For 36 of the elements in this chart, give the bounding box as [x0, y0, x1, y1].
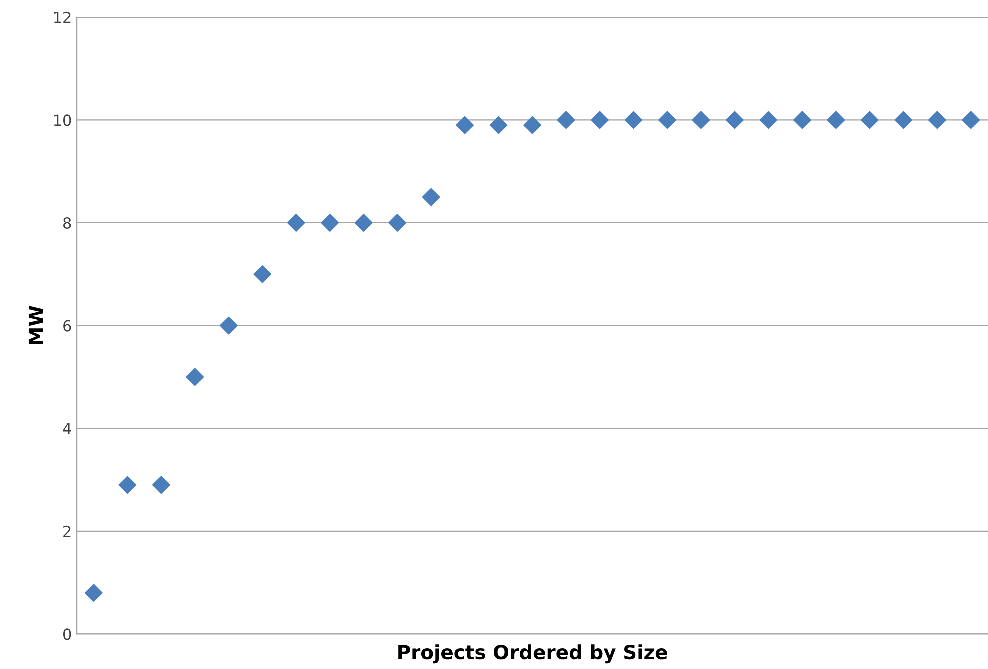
point	[760, 111, 778, 130]
point	[624, 111, 643, 130]
point	[524, 116, 542, 134]
y-tick-label: 0	[63, 628, 72, 640]
y-tick-label: 12	[54, 12, 71, 24]
point	[726, 111, 744, 130]
point	[928, 111, 946, 130]
y-tick-label: 4	[63, 423, 72, 434]
point	[321, 214, 340, 232]
point	[794, 111, 812, 130]
point	[354, 214, 373, 232]
point	[591, 111, 609, 130]
point	[388, 214, 406, 232]
point	[861, 111, 879, 130]
point	[422, 188, 440, 206]
point	[658, 111, 676, 130]
x-axis-title: Projects Ordered by Size	[398, 644, 668, 664]
point	[490, 116, 508, 134]
y-tick-label: 2	[64, 526, 71, 538]
point	[85, 584, 103, 602]
point	[456, 116, 474, 134]
y-tick-label: 6	[64, 320, 72, 332]
point	[152, 476, 170, 494]
point	[186, 368, 204, 386]
y-axis-title: MW	[28, 306, 44, 344]
point	[118, 476, 137, 494]
point	[557, 111, 576, 130]
point	[287, 214, 306, 232]
point	[220, 316, 238, 335]
point	[254, 265, 272, 284]
point	[827, 111, 846, 130]
y-tick-label: 8	[64, 217, 72, 230]
point	[962, 111, 980, 130]
y-tick-label: 10	[54, 114, 72, 126]
point	[894, 111, 913, 130]
point	[692, 111, 710, 130]
